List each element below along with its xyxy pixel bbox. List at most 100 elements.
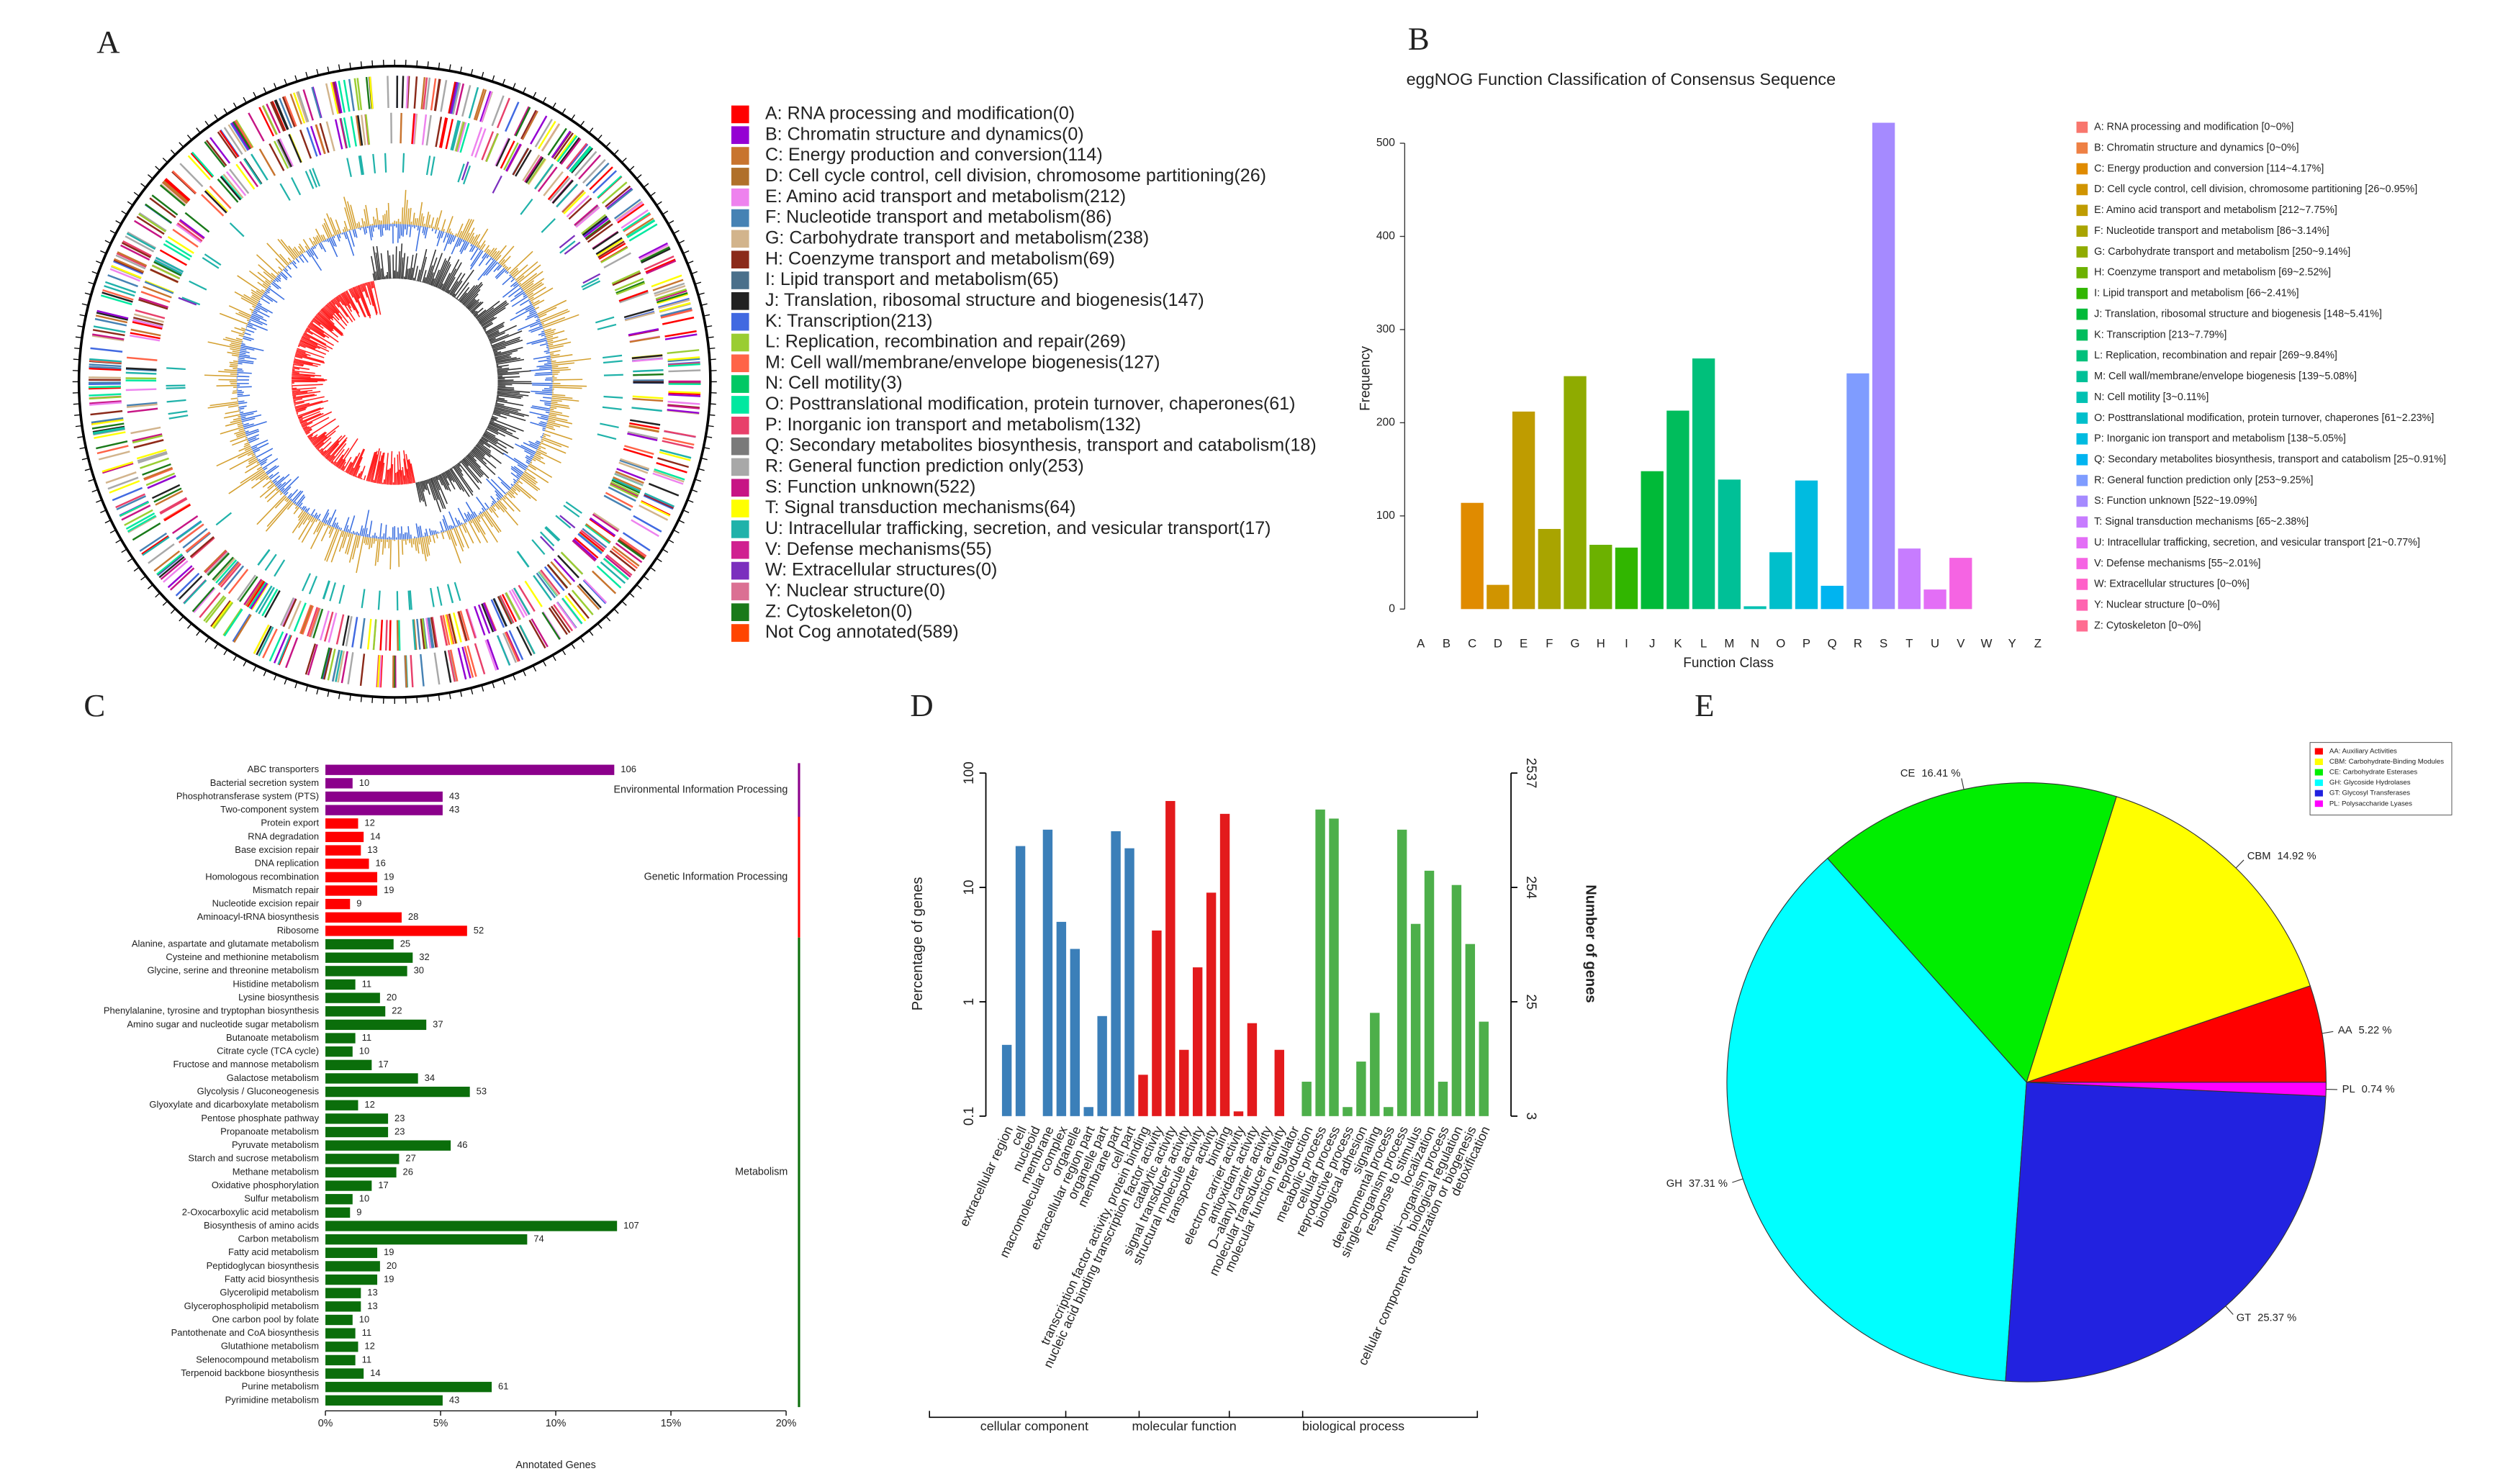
legend-label: F: Nucleotide transport and metabolism [… — [2094, 225, 2329, 237]
y-tick-label: Base excision repair — [235, 844, 319, 855]
slice-label: GT 25.37 % — [2237, 1312, 2297, 1324]
rna-ring — [166, 153, 623, 611]
legend-swatch — [731, 147, 749, 165]
legend-swatch — [731, 582, 749, 601]
x-tick-label: D — [1494, 637, 1502, 651]
bar — [325, 926, 467, 936]
legend-swatch — [731, 105, 749, 124]
legend-label: B: Chromatin structure and dynamics [0~0… — [2094, 142, 2298, 153]
legend-label: W: Extracellular structures(0) — [765, 560, 997, 580]
legend-swatch — [2314, 769, 2323, 776]
y2-tick-label: 3 — [1523, 1113, 1538, 1121]
x-tick-label: Z — [2034, 637, 2041, 651]
x-tick-label: V — [1957, 637, 1965, 651]
bar — [325, 859, 369, 869]
bar — [1718, 479, 1741, 610]
legend-label: L: Replication, recombination and repair… — [765, 332, 1126, 352]
slice-value: 37.31 % — [1689, 1178, 1728, 1190]
legend-swatch — [731, 250, 749, 268]
bar — [1438, 1082, 1448, 1116]
bar — [1451, 884, 1462, 1116]
y-tick-label: Citrate cycle (TCA cycle) — [217, 1046, 319, 1057]
legend-swatch — [731, 437, 749, 456]
y2-tick-label: 254 — [1523, 876, 1538, 899]
legend-swatch — [731, 168, 749, 186]
legend-swatch — [2314, 779, 2323, 787]
y-tick-label: 2-Oxocarboxylic acid metabolism — [182, 1206, 319, 1217]
gc-skew — [292, 281, 416, 485]
y-tick-label: One carbon pool by folate — [212, 1313, 320, 1324]
bar — [325, 1314, 353, 1326]
slice-value: 0.74 % — [2362, 1084, 2395, 1095]
y-tick-label: Pyruvate metabolism — [232, 1139, 319, 1150]
legend-swatch — [2076, 329, 2088, 341]
data-label: 23 — [394, 1113, 405, 1123]
rna-ring — [178, 161, 601, 551]
x-tick-label: F — [1546, 637, 1553, 651]
scale-tick — [72, 59, 717, 704]
slice-label: AA 5.22 % — [2338, 1025, 2392, 1036]
bar — [1042, 829, 1053, 1116]
gc-skew — [371, 243, 532, 512]
slice-label: GH 37.31 % — [1666, 1178, 1728, 1190]
bar — [1274, 1049, 1284, 1116]
legend-swatch — [2076, 184, 2088, 196]
data-label: 52 — [474, 925, 484, 936]
legend-swatch — [2076, 453, 2088, 466]
y-tick-label: Aminoacyl-tRNA biosynthesis — [197, 911, 320, 922]
legend-label: S: Function unknown(522) — [765, 476, 975, 497]
bar — [1743, 606, 1767, 610]
legend-label: U: Intracellular trafficking, secretion,… — [765, 518, 1271, 538]
slice-value: 16.41 % — [1921, 768, 1960, 779]
data-label: 17 — [378, 1180, 388, 1190]
legend-swatch — [731, 520, 749, 538]
legend-label: I: Lipid transport and metabolism [66~2.… — [2094, 288, 2298, 299]
group-label: Environmental Information Processing — [613, 784, 788, 795]
pie-slice — [2026, 796, 2311, 1083]
bar — [325, 1073, 418, 1084]
data-label: 11 — [362, 1032, 371, 1043]
legend-label: O: Posttranslational modification, prote… — [2094, 412, 2434, 424]
bar — [1356, 1062, 1366, 1116]
slice-name: AA — [2338, 1025, 2352, 1036]
slice-label: CE 16.41 % — [1900, 768, 1961, 779]
y-tick-label: Cysteine and methionine metabolism — [166, 951, 319, 962]
cog-ring-reverse — [125, 119, 664, 651]
bar — [325, 1167, 397, 1178]
legend-swatch — [2076, 516, 2088, 528]
gc-content — [204, 189, 592, 574]
legend-swatch — [2076, 579, 2088, 590]
legend-label: E: Amino acid transport and metabolism(2… — [765, 186, 1126, 207]
legend-swatch — [731, 126, 749, 145]
legend-label: P: Inorganic ion transport and metabolis… — [765, 415, 1141, 435]
legend-label: S: Function unknown [522~19.09%] — [2094, 495, 2257, 507]
slice-name: CBM — [2247, 851, 2271, 862]
legend-swatch — [731, 188, 749, 207]
y-tick-label: Selenocompound metabolism — [196, 1354, 319, 1365]
y-tick-label: 300 — [1376, 323, 1395, 335]
x-tick-label: E — [1520, 637, 1528, 651]
data-label: 19 — [384, 1247, 394, 1257]
data-label: 11 — [362, 1354, 371, 1365]
bar — [1564, 376, 1587, 610]
x-tick-label: Y — [2008, 637, 2016, 651]
y-tick-label: 0 — [1389, 602, 1395, 615]
y2-tick-label: 25 — [1523, 994, 1538, 1009]
legend-label: E: Amino acid transport and metabolism [… — [2094, 204, 2337, 216]
panel-label: B — [1408, 20, 1430, 56]
label-leader — [2322, 1031, 2334, 1034]
y-tick-label: Two-component system — [220, 804, 319, 815]
y-tick-label: Glyoxylate and dicarboxylate metabolism — [149, 1099, 319, 1110]
label-leader — [2235, 859, 2244, 869]
bar — [325, 1274, 378, 1285]
legend-label: Q: Secondary metabolites biosynthesis, t… — [765, 435, 1317, 456]
data-label: 17 — [378, 1059, 388, 1069]
group-bracket — [1065, 1411, 1304, 1419]
x-tick-label: M — [1724, 637, 1734, 651]
y2-axis-label: Number of genes — [1582, 884, 1598, 1003]
y-tick-label: 100 — [962, 761, 977, 784]
group-label: cellular component — [980, 1419, 1088, 1433]
legend-swatch — [731, 375, 749, 393]
group-label: biological process — [1302, 1419, 1404, 1433]
bar — [1898, 548, 1921, 610]
